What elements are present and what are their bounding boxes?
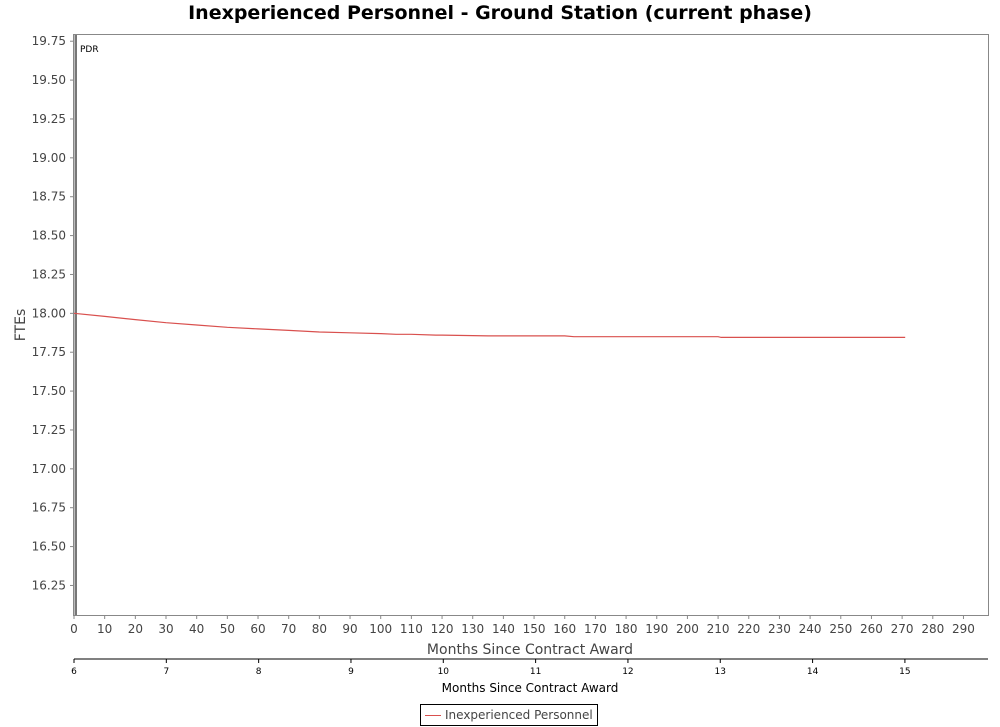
secondary-x-axis-title: Months Since Contract Award: [442, 681, 619, 695]
x-axis: 0 10 20 30 40 50 60 70 80 90 100 110 120 130 140 150 160…: [70, 615, 975, 636]
legend: Inexperienced Personnel: [420, 704, 598, 726]
x-tick-label: 210: [707, 622, 730, 636]
y-axis-title: FTEs: [13, 309, 29, 342]
x2-tick-label: 15: [899, 667, 910, 677]
legend-label: Inexperienced Personnel: [445, 708, 593, 722]
pdr-marker: PDR: [74, 35, 99, 615]
x2-tick-label: 9: [348, 667, 354, 677]
plot-area: [73, 34, 989, 616]
y-tick-label: 18.00: [32, 306, 66, 320]
y-tick-label: 17.50: [32, 384, 66, 398]
x-tick-label: 190: [645, 622, 668, 636]
y-tick-label: 16.50: [32, 540, 66, 554]
x-tick-label: 290: [952, 622, 975, 636]
x2-tick-label: 7: [163, 667, 169, 677]
x-tick-label: 0: [70, 622, 78, 636]
y-tick-label: 19.25: [32, 112, 66, 126]
x-tick-label: 130: [461, 622, 484, 636]
x-axis-title: Months Since Contract Award: [427, 642, 633, 658]
y-tick-label: 17.75: [32, 345, 66, 359]
x-tick-label: 220: [737, 622, 760, 636]
y-tick-label: 19.00: [32, 151, 66, 165]
y-tick-label: 19.75: [32, 34, 66, 48]
x2-tick-label: 11: [530, 667, 541, 677]
series-line-inexperienced-personnel: [73, 312, 906, 338]
y-axis: 16.25 16.50 16.75 17.00 17.25 17.50 17.75 18.00…: [32, 34, 74, 592]
x-tick-label: 70: [281, 622, 296, 636]
y-tick-label: 18.50: [32, 229, 66, 243]
y-tick-label: 16.75: [32, 501, 66, 515]
chart-svg: 16.25 16.50 16.75 17.00 17.25 17.50 17.75 18.00…: [13, 34, 989, 695]
x-tick-label: 200: [676, 622, 699, 636]
x-tick-label: 140: [492, 622, 515, 636]
x-tick-label: 120: [431, 622, 454, 636]
x-tick-label: 150: [523, 622, 546, 636]
series-group: [73, 312, 906, 338]
y-tick-label: 18.75: [32, 190, 66, 204]
x-tick-label: 240: [799, 622, 822, 636]
x-tick-label: 90: [342, 622, 357, 636]
y-tick-label: 19.50: [32, 73, 66, 87]
x-tick-label: 110: [400, 622, 423, 636]
x-tick-label: 60: [250, 622, 265, 636]
y-tick-label: 16.25: [32, 578, 66, 592]
x-tick-label: 260: [860, 622, 883, 636]
x-tick-label: 180: [615, 622, 638, 636]
x-tick-label: 10: [97, 622, 112, 636]
x2-tick-label: 6: [71, 667, 77, 677]
x-tick-label: 250: [829, 622, 852, 636]
x2-tick-label: 14: [807, 667, 819, 677]
x2-tick-label: 12: [622, 667, 633, 677]
x2-tick-label: 13: [715, 667, 726, 677]
y-tick-label: 17.00: [32, 462, 66, 476]
x-tick-label: 270: [891, 622, 914, 636]
y-tick-label: 17.25: [32, 423, 66, 437]
y-tick-label: 18.25: [32, 267, 66, 281]
x-tick-label: 280: [921, 622, 944, 636]
x-tick-label: 160: [553, 622, 576, 636]
x-tick-label: 100: [369, 622, 392, 636]
legend-swatch: [425, 714, 441, 716]
x-tick-label: 50: [220, 622, 235, 636]
pdr-marker-label: PDR: [80, 45, 99, 55]
x-tick-label: 80: [312, 622, 327, 636]
secondary-x-axis: 6 7 8 9 10 11 12 13 14 15: [71, 658, 988, 677]
x-tick-label: 170: [584, 622, 607, 636]
pdr-marker-line: [74, 35, 77, 615]
x2-tick-label: 10: [438, 667, 450, 677]
x-tick-label: 40: [189, 622, 204, 636]
x-tick-label: 20: [128, 622, 143, 636]
x2-tick-label: 8: [256, 667, 262, 677]
x-tick-label: 230: [768, 622, 791, 636]
x-tick-label: 30: [158, 622, 173, 636]
chart-title: Inexperienced Personnel - Ground Station…: [188, 2, 812, 24]
